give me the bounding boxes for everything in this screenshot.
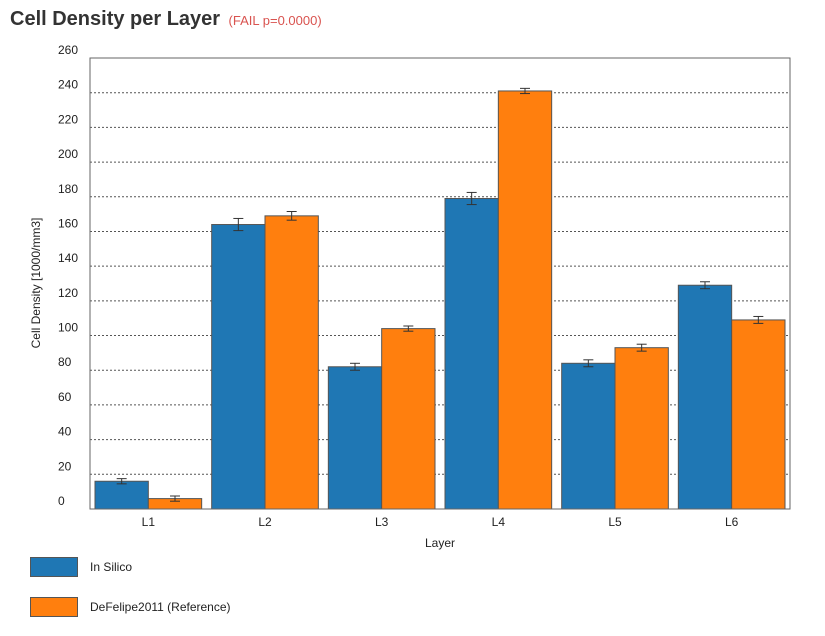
- bar-l4-series-1: [497, 90, 553, 510]
- y-tick-label: 60: [58, 390, 72, 404]
- error-bar-l3-series-0: [350, 362, 360, 371]
- bar-l3-series-0: [327, 366, 383, 510]
- bar-l4-series-0: [444, 198, 499, 510]
- legend: In Silico DeFelipe2011 (Reference): [30, 556, 231, 636]
- bar-l6-series-1: [731, 319, 786, 510]
- legend-label-reference: DeFelipe2011 (Reference): [90, 600, 231, 614]
- error-bar-l5-series-1: [636, 343, 647, 352]
- legend-item-in-silico: In Silico: [30, 556, 231, 578]
- bar-l5-series-0: [561, 362, 616, 510]
- y-tick-label: 80: [58, 355, 72, 369]
- error-bar-l5-series-0: [583, 359, 594, 368]
- error-bar-l6-series-0: [700, 281, 710, 290]
- bar-l5-series-1: [614, 347, 669, 510]
- legend-swatch-reference: [30, 597, 78, 617]
- error-bar-l4-series-0: [466, 191, 477, 206]
- bar-l1-series-0: [94, 480, 149, 510]
- y-axis-title: Cell Density [1000/mm3]: [29, 218, 43, 349]
- error-bar-l2-series-0: [233, 217, 244, 232]
- y-tick-label: 120: [58, 286, 78, 300]
- x-tick-label: L1: [142, 515, 156, 529]
- bar-l2-series-1: [264, 215, 319, 510]
- bar-l6-series-0: [677, 284, 733, 510]
- y-tick-label: 140: [58, 251, 78, 265]
- y-tick-label: 20: [58, 459, 72, 473]
- error-bars: [116, 87, 764, 502]
- bars: [94, 90, 786, 510]
- x-tick-labels: L1 L2 L3 L4 L5 L6: [142, 515, 739, 529]
- error-bar-l3-series-1: [403, 325, 414, 332]
- chart-title: Cell Density per Layer: [10, 8, 221, 30]
- bar-l2-series-0: [211, 224, 266, 510]
- error-bar-l4-series-1: [520, 87, 530, 95]
- legend-swatch-in-silico: [30, 557, 78, 577]
- x-tick-label: L3: [375, 515, 389, 529]
- y-tick-labels: 0 20 40 60 80 100 120 140 160 180 200 220 240 260: [58, 43, 78, 508]
- x-axis-title: Layer: [425, 536, 455, 550]
- y-tick-label: 240: [58, 78, 78, 92]
- y-tick-label: 100: [58, 321, 78, 335]
- y-tick-label: 40: [58, 425, 72, 439]
- x-tick-label: L4: [492, 515, 506, 529]
- gridlines: [90, 92, 790, 475]
- x-tick-label: L6: [725, 515, 739, 529]
- error-bar-l2-series-1: [286, 211, 297, 221]
- y-tick-label: 180: [58, 182, 78, 196]
- error-bar-l1-series-1: [170, 495, 180, 502]
- error-bar-l1-series-0: [116, 478, 127, 485]
- error-bar-l6-series-1: [753, 315, 764, 324]
- y-tick-label: 200: [58, 147, 78, 161]
- status-label: (FAIL p=0.0000): [228, 13, 322, 28]
- chart-title-row: Cell Density per Layer (FAIL p=0.0000): [10, 8, 322, 31]
- y-tick-label: 160: [58, 216, 78, 230]
- legend-label-in-silico: In Silico: [90, 560, 133, 574]
- y-tick-label: 220: [58, 112, 78, 126]
- legend-item-reference: DeFelipe2011 (Reference): [30, 596, 231, 618]
- y-tick-label: 0: [58, 494, 65, 508]
- y-tick-label: 260: [58, 43, 78, 57]
- x-tick-label: L2: [258, 515, 272, 529]
- plot-frame: [89, 57, 791, 510]
- bar-l3-series-1: [381, 328, 436, 510]
- x-tick-label: L5: [608, 515, 622, 529]
